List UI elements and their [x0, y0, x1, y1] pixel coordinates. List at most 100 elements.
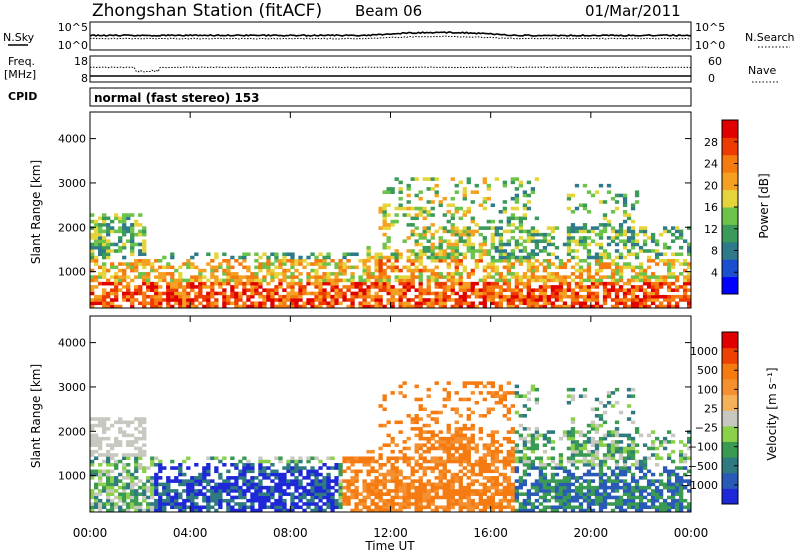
heatmap-cell	[574, 485, 580, 490]
heatmap-cell	[546, 489, 552, 493]
heatmap-cell	[510, 469, 516, 474]
heatmap-cell	[630, 275, 636, 279]
heatmap-cell	[238, 492, 243, 496]
heatmap-cell	[122, 456, 127, 461]
heatmap-cell	[246, 294, 251, 299]
heatmap-cell	[378, 404, 383, 408]
heatmap-cell	[446, 498, 451, 503]
heatmap-cell	[186, 492, 191, 496]
heatmap-cell	[178, 472, 183, 477]
heatmap-cell	[106, 459, 111, 464]
heatmap-cell	[538, 508, 544, 513]
heatmap-cell	[654, 453, 660, 457]
heatmap-cell	[338, 262, 343, 266]
heatmap-cell	[622, 301, 628, 306]
heatmap-cell	[446, 436, 451, 441]
heatmap-cell	[118, 440, 123, 444]
heatmap-cell	[270, 489, 275, 493]
heatmap-cell	[582, 294, 588, 299]
heatmap-cell	[286, 285, 291, 289]
heatmap-cell	[130, 489, 135, 493]
heatmap-cell	[538, 495, 544, 500]
heatmap-cell	[182, 498, 187, 503]
heatmap-cell	[394, 259, 399, 263]
heatmap-cell	[666, 453, 672, 457]
heatmap-cell	[602, 472, 608, 477]
heatmap-cell	[662, 469, 668, 474]
heatmap-cell	[526, 275, 532, 279]
heatmap-cell	[514, 446, 520, 451]
heatmap-cell	[122, 232, 127, 237]
heatmap-cell	[118, 492, 123, 496]
heatmap-cell	[458, 456, 463, 461]
heatmap-cell	[374, 252, 379, 257]
heatmap-cell	[210, 275, 215, 279]
heatmap-cell	[486, 291, 491, 296]
heatmap-cell	[598, 223, 604, 227]
heatmap-cell	[318, 508, 323, 513]
heatmap-cell	[226, 265, 231, 270]
heatmap-cell	[630, 449, 636, 454]
heatmap-cell	[154, 508, 159, 513]
heatmap-cell	[382, 190, 387, 194]
heatmap-cell	[678, 505, 684, 510]
heatmap-cell	[126, 229, 131, 234]
heatmap-cell	[422, 443, 427, 447]
heatmap-cell	[522, 249, 528, 253]
heatmap-cell	[90, 423, 95, 428]
heatmap-cell	[426, 291, 431, 296]
heatmap-cell	[126, 239, 131, 243]
heatmap-cell	[246, 298, 251, 302]
heatmap-cell	[238, 291, 243, 296]
heatmap-cell	[454, 479, 459, 483]
heatmap-cell	[582, 492, 588, 496]
heatmap-cell	[550, 505, 556, 510]
heatmap-cell	[642, 242, 648, 247]
heatmap-cell	[474, 449, 479, 454]
heatmap-cell	[434, 278, 439, 283]
heatmap-cell	[562, 275, 568, 279]
heatmap-cell	[626, 485, 632, 490]
colorbar-tick-label: −100	[688, 441, 718, 454]
heatmap-cell	[598, 275, 604, 279]
heatmap-cell	[674, 489, 680, 493]
heatmap-cell	[434, 275, 439, 279]
heatmap-cell	[162, 498, 167, 503]
heatmap-cell	[342, 262, 347, 266]
heatmap-cell	[258, 482, 263, 487]
heatmap-cell	[146, 508, 151, 513]
heatmap-cell	[518, 436, 524, 441]
heatmap-cell	[538, 502, 544, 506]
heatmap-cell	[558, 492, 564, 496]
heatmap-cell	[354, 469, 359, 474]
heatmap-cell	[554, 472, 560, 477]
heatmap-cell	[582, 268, 588, 273]
heatmap-cell	[118, 275, 123, 279]
heatmap-cell	[418, 485, 423, 490]
heatmap-cell	[246, 479, 251, 483]
heatmap-cell	[470, 245, 475, 250]
heatmap-cell	[90, 219, 95, 224]
heatmap-cell	[526, 236, 532, 240]
heatmap-cell	[510, 262, 516, 266]
heatmap-cell	[234, 275, 239, 279]
heatmap-cell	[94, 472, 99, 477]
heatmap-cell	[590, 472, 596, 477]
heatmap-cell	[594, 291, 600, 296]
heatmap-cell	[614, 476, 620, 480]
heatmap-cell	[450, 259, 455, 263]
heatmap-cell	[574, 255, 580, 260]
heatmap-cell	[290, 281, 295, 286]
heatmap-cell	[474, 443, 479, 447]
heatmap-cell	[682, 259, 688, 263]
heatmap-cell	[602, 213, 608, 217]
heatmap-cell	[686, 304, 692, 309]
heatmap-cell	[526, 466, 532, 470]
heatmap-cell	[470, 502, 475, 506]
heatmap-cell	[550, 262, 556, 266]
heatmap-cell	[430, 489, 435, 493]
heatmap-cell	[326, 304, 331, 309]
heatmap-cell	[306, 272, 311, 276]
heatmap-cell	[526, 180, 532, 185]
